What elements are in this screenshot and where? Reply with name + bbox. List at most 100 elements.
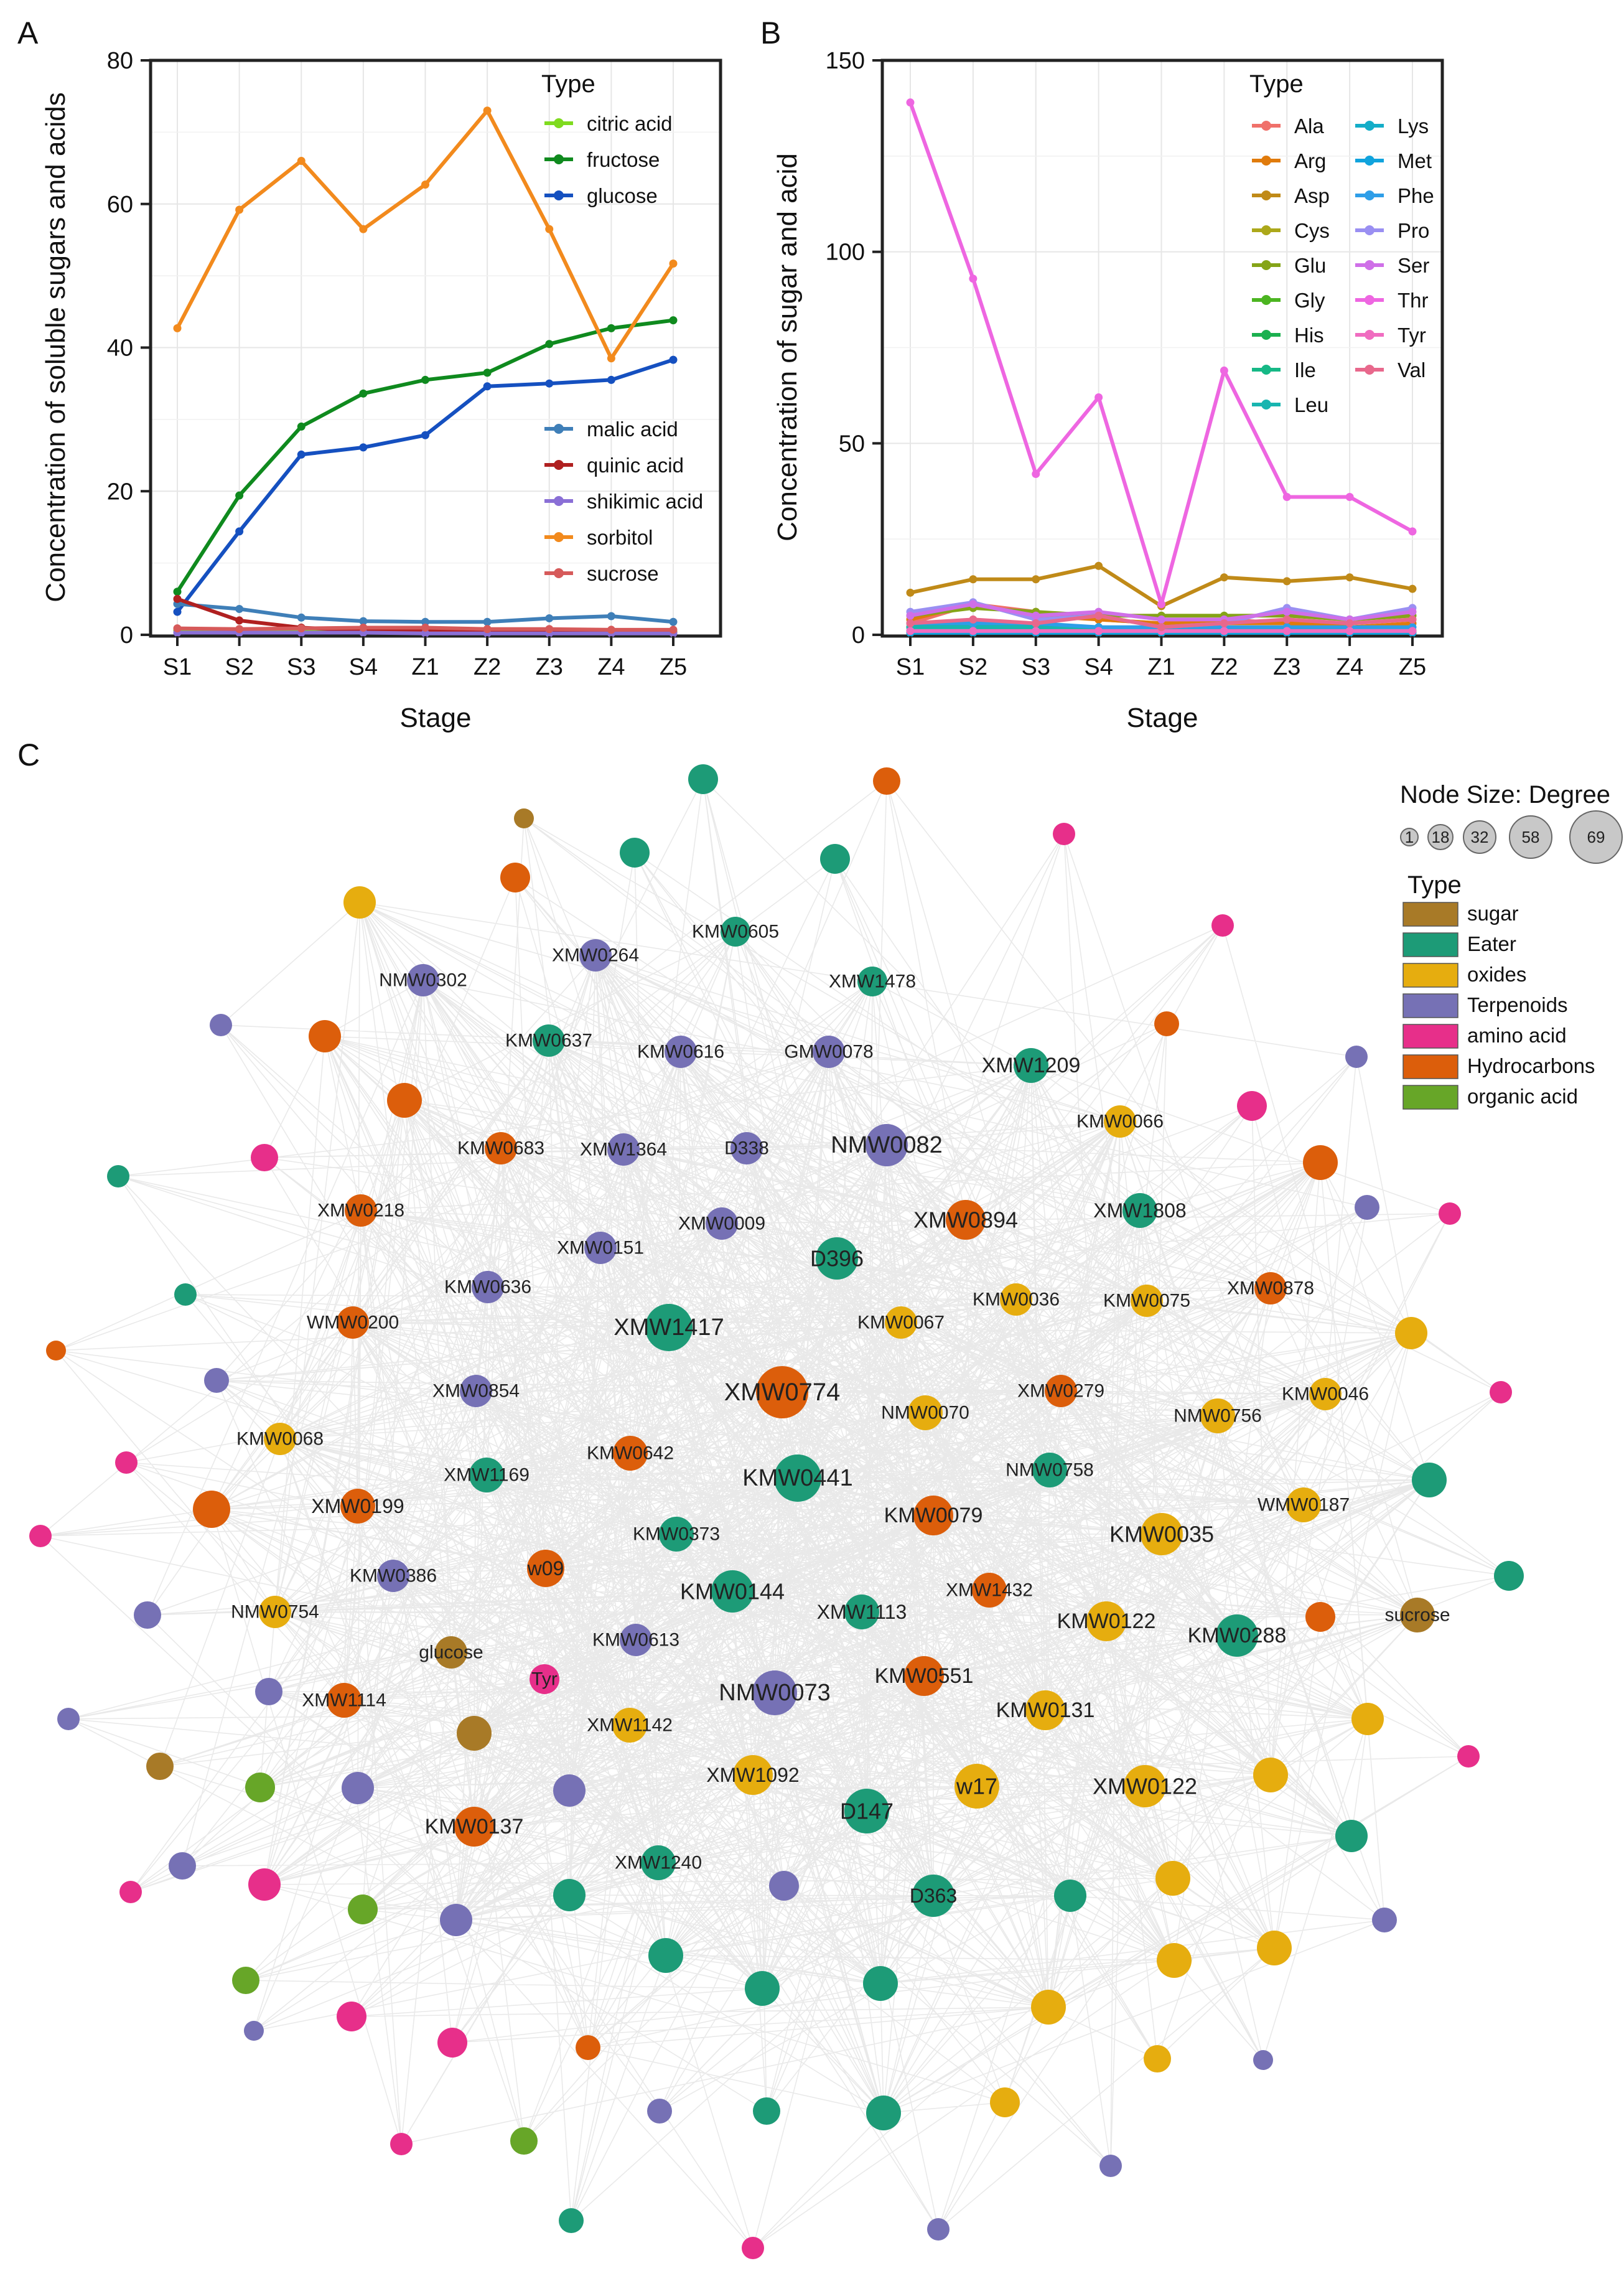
network-node-oxides <box>954 1764 999 1809</box>
panel-b-xtick-label: Z1 <box>1147 654 1175 680</box>
network-node-hydrocarbons <box>576 2035 600 2060</box>
panel-a-point-glucose <box>235 527 244 536</box>
panel-b-point-thr <box>1345 492 1354 501</box>
network-node-eater <box>863 1966 898 2001</box>
panel-a-legend: Type citric acid fructose glucose malic aci… <box>541 70 703 585</box>
network-node-eater <box>721 917 750 947</box>
network-node-oxides <box>1031 1990 1066 2025</box>
panel-a-xlabel: Stage <box>400 703 472 733</box>
network-node-terpenoids <box>706 1207 738 1240</box>
network-node-label: XMW0878 <box>1227 1278 1314 1299</box>
network-node-hydrocarbons <box>327 1683 362 1718</box>
panel-a-xtick-label: S1 <box>163 654 192 680</box>
panel-b-point-tyr <box>969 627 978 635</box>
panel-b-legend: Type Ala Arg Asp Cys Glu Gly His Ile Leu Lys Met Ph… <box>1249 70 1434 416</box>
panel-a-point-glucose <box>421 431 429 439</box>
network-node-label: w17 <box>956 1774 997 1799</box>
panel-b-legend-marker-cys <box>1261 225 1271 235</box>
network-node-eater <box>844 1789 889 1833</box>
network-node-eater <box>844 1595 879 1629</box>
panel-b-point-ser <box>1282 607 1291 616</box>
panel-a-point-quinic-acid <box>235 616 244 625</box>
panel-b-point-val <box>1157 623 1165 632</box>
panel-b-point-tyr <box>1032 627 1040 635</box>
network-node-label: KMW0441 <box>742 1465 852 1491</box>
network-node-organic-acid <box>510 2127 538 2155</box>
type-legend-swatch-oxides <box>1402 963 1458 988</box>
panel-a-point-glucose <box>173 607 182 616</box>
panel-a-legend-title: Type <box>541 70 595 98</box>
panel-b-point-tyr <box>1408 627 1417 635</box>
panel-a-xtick-label: Z3 <box>536 654 563 680</box>
panel-b-legend-label-val: Val <box>1398 358 1426 382</box>
type-legend-label-terpenoids: Terpenoids <box>1467 993 1567 1016</box>
panel-a-point-malic-acid <box>669 617 678 626</box>
network-node-label: NMW0073 <box>719 1680 831 1706</box>
panel-a-xtick-label: S3 <box>287 654 315 680</box>
network-node-eater <box>553 1879 586 1911</box>
panel-b-letter: B <box>760 16 781 50</box>
network-node-oxides <box>990 2087 1020 2117</box>
panel-b-legend-marker-tyr <box>1365 330 1374 340</box>
network-node-label: NMW0070 <box>881 1403 969 1423</box>
network-node-hydrocarbons <box>454 1807 494 1847</box>
network-node-terpenoids <box>927 2218 950 2241</box>
network-node-oxides <box>264 1423 296 1455</box>
panel-b-point-thr <box>1282 492 1291 501</box>
network-node-label: XMW1808 <box>1093 1199 1186 1222</box>
network-node-eater <box>1054 1880 1086 1912</box>
panel-a-legend-marker-quinic-acid <box>554 460 564 470</box>
panel-b-xtick-label: Z4 <box>1336 654 1363 680</box>
network-node-sugar <box>146 1753 174 1780</box>
network-node-hydrocarbons <box>387 1083 422 1118</box>
network-node-label: KMW0131 <box>996 1698 1095 1722</box>
panel-a-legend-marker-malic-acid <box>554 424 564 434</box>
panel-b-legend-marker-gly <box>1261 295 1271 305</box>
network-node-label: XMW1417 <box>614 1314 724 1341</box>
network-node-eater <box>659 1517 694 1552</box>
network-node-amino-acid <box>742 2237 764 2259</box>
network-node-hydrocarbons <box>527 1550 564 1587</box>
panel-a-point-glucose <box>359 443 368 452</box>
network-node-oxides <box>1124 1765 1166 1807</box>
panel-a-point-sorbitol <box>545 225 554 233</box>
panel-b-point-tyr <box>1345 627 1354 635</box>
network-node-label: KMW0036 <box>973 1290 1060 1310</box>
network-node-label: NMW0758 <box>1006 1460 1094 1481</box>
panel-a-point-malic-acid <box>483 617 492 626</box>
panel-a-point-sucrose <box>483 625 492 634</box>
network-node-terpenoids <box>472 1271 504 1303</box>
panel-b-xtick-label: Z2 <box>1210 654 1238 680</box>
panel-c-legend: Node Size: Degree Type 1 18 32 58 69 sugar Eat… <box>1400 781 1623 1110</box>
network-node-label: XMW0264 <box>552 945 639 966</box>
panel-a-legend-marker-fructose <box>554 154 564 164</box>
panel-b-point-tyr <box>1094 627 1103 635</box>
network-node-terpenoids <box>57 1708 80 1730</box>
panel-b-point-asp <box>1408 584 1417 593</box>
panel-a-point-fructose <box>173 588 182 596</box>
network-node-terpenoids <box>1355 1195 1379 1220</box>
panel-a-point-sucrose <box>421 623 429 632</box>
panel-b-frame <box>880 59 1444 638</box>
panel-b-legend-marker-his <box>1261 330 1271 340</box>
network-node-label: D396 <box>810 1246 864 1271</box>
network-node-hydrocarbons <box>46 1341 66 1360</box>
network-node-label: XMW1432 <box>946 1580 1033 1601</box>
network-node-label: KMW0551 <box>875 1664 974 1688</box>
panel-a-point-sucrose <box>235 625 244 634</box>
network-node-sugar <box>514 808 534 828</box>
panel-a-point-malic-acid <box>359 617 368 625</box>
panel-a-point-sorbitol <box>607 354 615 363</box>
type-legend-label-organic-acid: organic acid <box>1467 1085 1578 1108</box>
network-node-label: NMW0756 <box>1174 1406 1262 1426</box>
panel-a-xtick-label: S4 <box>349 654 378 680</box>
network-node-organic-acid <box>348 1894 378 1924</box>
panel-b-legend-label-lys: Lys <box>1398 115 1429 138</box>
panel-a-point-glucose <box>297 450 306 459</box>
network-node-hydrocarbons <box>340 1489 375 1524</box>
network-node-hydrocarbons <box>613 1436 648 1471</box>
type-legend-swatch-hydrocarbons <box>1402 1054 1458 1079</box>
network-node-oxides <box>1086 1601 1126 1641</box>
type-legend-label-sugar: sugar <box>1467 902 1519 925</box>
panel-a-point-sucrose <box>297 624 306 633</box>
